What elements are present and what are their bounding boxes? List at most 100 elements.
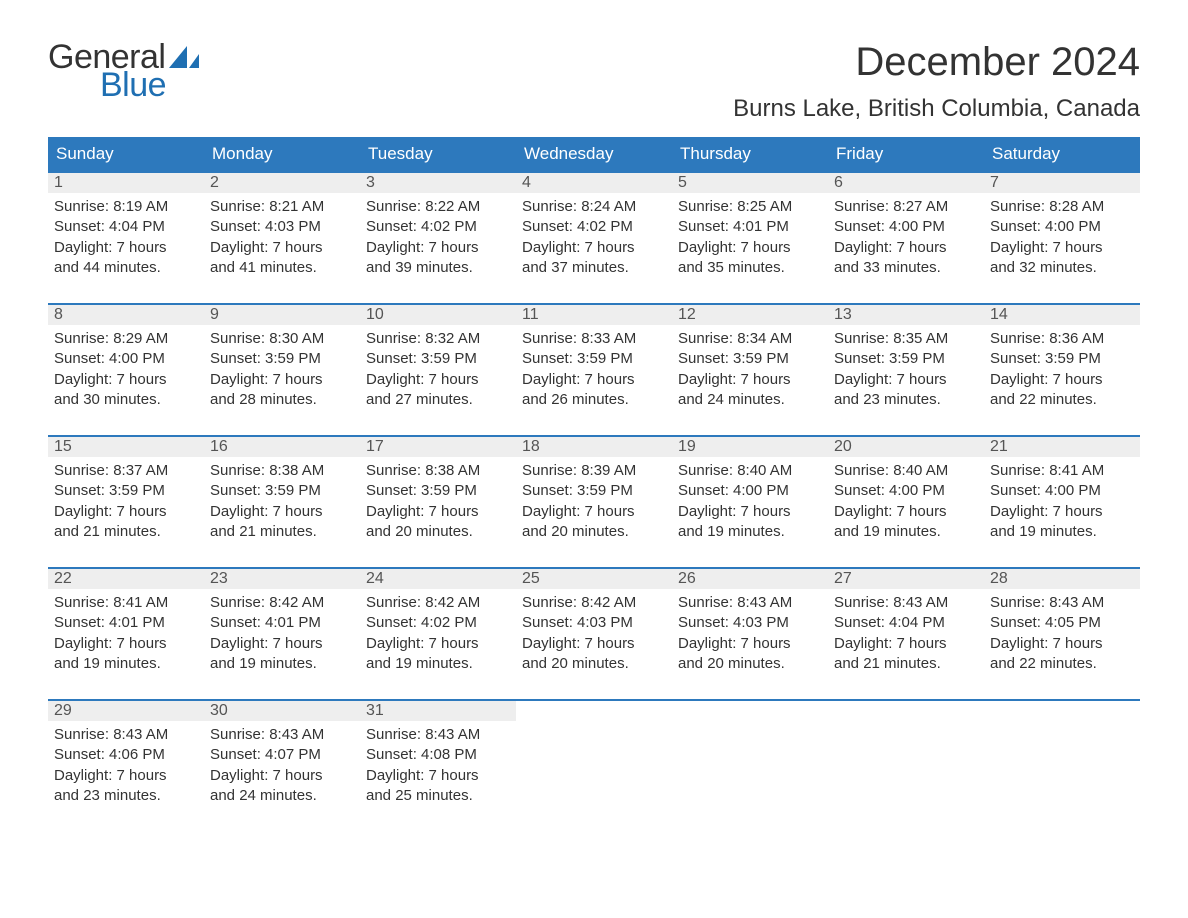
calendar-day: 5Sunrise: 8:25 AMSunset: 4:01 PMDaylight… [672,173,828,291]
calendar-day: 6Sunrise: 8:27 AMSunset: 4:00 PMDaylight… [828,173,984,291]
calendar-day: 9Sunrise: 8:30 AMSunset: 3:59 PMDaylight… [204,305,360,423]
day-number [516,701,672,721]
day-number: 15 [48,437,204,457]
day-details: Sunrise: 8:43 AMSunset: 4:04 PMDaylight:… [828,589,984,678]
day-details: Sunrise: 8:43 AMSunset: 4:06 PMDaylight:… [48,721,204,810]
day-details: Sunrise: 8:22 AMSunset: 4:02 PMDaylight:… [360,193,516,282]
day-number: 25 [516,569,672,589]
location-subtitle: Burns Lake, British Columbia, Canada [733,95,1140,123]
day-details: Sunrise: 8:33 AMSunset: 3:59 PMDaylight:… [516,325,672,414]
day-number [828,701,984,721]
day-number: 4 [516,173,672,193]
calendar-day: 11Sunrise: 8:33 AMSunset: 3:59 PMDayligh… [516,305,672,423]
day-details: Sunrise: 8:41 AMSunset: 4:00 PMDaylight:… [984,457,1140,546]
day-number: 6 [828,173,984,193]
calendar: SundayMondayTuesdayWednesdayThursdayFrid… [48,137,1140,819]
day-details: Sunrise: 8:29 AMSunset: 4:00 PMDaylight:… [48,325,204,414]
day-number: 9 [204,305,360,325]
day-details: Sunrise: 8:28 AMSunset: 4:00 PMDaylight:… [984,193,1140,282]
day-details: Sunrise: 8:41 AMSunset: 4:01 PMDaylight:… [48,589,204,678]
day-details: Sunrise: 8:38 AMSunset: 3:59 PMDaylight:… [360,457,516,546]
day-details: Sunrise: 8:43 AMSunset: 4:05 PMDaylight:… [984,589,1140,678]
weekday-label: Monday [204,137,360,171]
day-details: Sunrise: 8:35 AMSunset: 3:59 PMDaylight:… [828,325,984,414]
calendar-day: 28Sunrise: 8:43 AMSunset: 4:05 PMDayligh… [984,569,1140,687]
day-number: 30 [204,701,360,721]
calendar-day: 27Sunrise: 8:43 AMSunset: 4:04 PMDayligh… [828,569,984,687]
calendar-day: 3Sunrise: 8:22 AMSunset: 4:02 PMDaylight… [360,173,516,291]
day-number: 20 [828,437,984,457]
day-number [672,701,828,721]
calendar-day: 12Sunrise: 8:34 AMSunset: 3:59 PMDayligh… [672,305,828,423]
calendar-week: 22Sunrise: 8:41 AMSunset: 4:01 PMDayligh… [48,567,1140,687]
day-number: 16 [204,437,360,457]
calendar-week: 8Sunrise: 8:29 AMSunset: 4:00 PMDaylight… [48,303,1140,423]
day-details: Sunrise: 8:19 AMSunset: 4:04 PMDaylight:… [48,193,204,282]
calendar-day: 26Sunrise: 8:43 AMSunset: 4:03 PMDayligh… [672,569,828,687]
calendar-week: 15Sunrise: 8:37 AMSunset: 3:59 PMDayligh… [48,435,1140,555]
day-number: 10 [360,305,516,325]
day-details: Sunrise: 8:40 AMSunset: 4:00 PMDaylight:… [672,457,828,546]
day-number: 14 [984,305,1140,325]
calendar-day: 17Sunrise: 8:38 AMSunset: 3:59 PMDayligh… [360,437,516,555]
calendar-day: 19Sunrise: 8:40 AMSunset: 4:00 PMDayligh… [672,437,828,555]
day-details: Sunrise: 8:37 AMSunset: 3:59 PMDaylight:… [48,457,204,546]
day-details: Sunrise: 8:42 AMSunset: 4:01 PMDaylight:… [204,589,360,678]
day-number: 12 [672,305,828,325]
day-details: Sunrise: 8:32 AMSunset: 3:59 PMDaylight:… [360,325,516,414]
day-details: Sunrise: 8:42 AMSunset: 4:03 PMDaylight:… [516,589,672,678]
calendar-day [516,701,672,819]
calendar-day: 23Sunrise: 8:42 AMSunset: 4:01 PMDayligh… [204,569,360,687]
day-number: 28 [984,569,1140,589]
logo: General Blue [48,40,199,102]
header: General Blue December 2024 Burns Lake, B… [48,40,1140,123]
day-details: Sunrise: 8:21 AMSunset: 4:03 PMDaylight:… [204,193,360,282]
calendar-day: 16Sunrise: 8:38 AMSunset: 3:59 PMDayligh… [204,437,360,555]
title-block: December 2024 Burns Lake, British Columb… [733,40,1140,123]
weekday-label: Wednesday [516,137,672,171]
day-number: 23 [204,569,360,589]
calendar-day: 25Sunrise: 8:42 AMSunset: 4:03 PMDayligh… [516,569,672,687]
day-details: Sunrise: 8:42 AMSunset: 4:02 PMDaylight:… [360,589,516,678]
day-details: Sunrise: 8:38 AMSunset: 3:59 PMDaylight:… [204,457,360,546]
weekday-header-row: SundayMondayTuesdayWednesdayThursdayFrid… [48,137,1140,171]
calendar-day: 31Sunrise: 8:43 AMSunset: 4:08 PMDayligh… [360,701,516,819]
logo-word-blue: Blue [100,68,199,102]
day-number: 11 [516,305,672,325]
weekday-label: Thursday [672,137,828,171]
day-number: 21 [984,437,1140,457]
day-details: Sunrise: 8:43 AMSunset: 4:08 PMDaylight:… [360,721,516,810]
calendar-day: 18Sunrise: 8:39 AMSunset: 3:59 PMDayligh… [516,437,672,555]
day-details: Sunrise: 8:27 AMSunset: 4:00 PMDaylight:… [828,193,984,282]
calendar-day: 8Sunrise: 8:29 AMSunset: 4:00 PMDaylight… [48,305,204,423]
calendar-day: 22Sunrise: 8:41 AMSunset: 4:01 PMDayligh… [48,569,204,687]
day-details: Sunrise: 8:43 AMSunset: 4:07 PMDaylight:… [204,721,360,810]
day-details: Sunrise: 8:39 AMSunset: 3:59 PMDaylight:… [516,457,672,546]
calendar-day: 20Sunrise: 8:40 AMSunset: 4:00 PMDayligh… [828,437,984,555]
day-number: 17 [360,437,516,457]
day-details: Sunrise: 8:36 AMSunset: 3:59 PMDaylight:… [984,325,1140,414]
day-number: 19 [672,437,828,457]
calendar-day: 7Sunrise: 8:28 AMSunset: 4:00 PMDaylight… [984,173,1140,291]
calendar-day: 24Sunrise: 8:42 AMSunset: 4:02 PMDayligh… [360,569,516,687]
calendar-day [672,701,828,819]
day-details: Sunrise: 8:25 AMSunset: 4:01 PMDaylight:… [672,193,828,282]
day-details: Sunrise: 8:40 AMSunset: 4:00 PMDaylight:… [828,457,984,546]
month-title: December 2024 [733,40,1140,85]
calendar-day: 13Sunrise: 8:35 AMSunset: 3:59 PMDayligh… [828,305,984,423]
day-details: Sunrise: 8:30 AMSunset: 3:59 PMDaylight:… [204,325,360,414]
weekday-label: Friday [828,137,984,171]
day-number: 24 [360,569,516,589]
day-details: Sunrise: 8:43 AMSunset: 4:03 PMDaylight:… [672,589,828,678]
day-number: 22 [48,569,204,589]
calendar-day: 30Sunrise: 8:43 AMSunset: 4:07 PMDayligh… [204,701,360,819]
calendar-day: 21Sunrise: 8:41 AMSunset: 4:00 PMDayligh… [984,437,1140,555]
day-number: 31 [360,701,516,721]
calendar-day: 29Sunrise: 8:43 AMSunset: 4:06 PMDayligh… [48,701,204,819]
day-number: 7 [984,173,1140,193]
day-number: 26 [672,569,828,589]
calendar-week: 29Sunrise: 8:43 AMSunset: 4:06 PMDayligh… [48,699,1140,819]
calendar-week: 1Sunrise: 8:19 AMSunset: 4:04 PMDaylight… [48,171,1140,291]
calendar-day: 2Sunrise: 8:21 AMSunset: 4:03 PMDaylight… [204,173,360,291]
day-number: 29 [48,701,204,721]
